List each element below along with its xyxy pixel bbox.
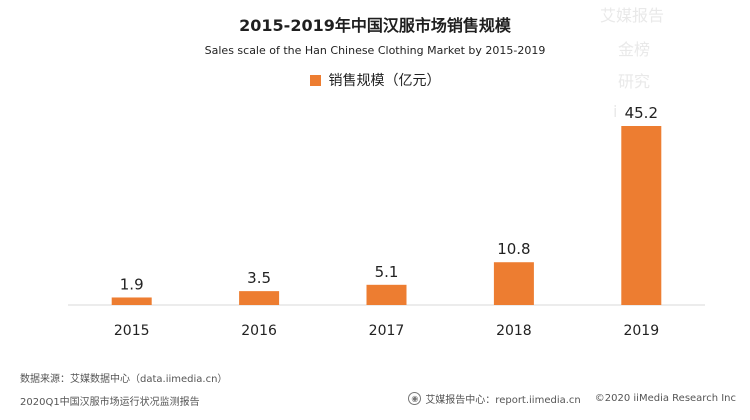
report-name: 2020Q1中国汉服市场运行状况监测报告	[20, 397, 200, 408]
copyright: ©2020 iiMedia Research Inc	[594, 393, 736, 404]
x-tick-2015: 2015	[114, 323, 150, 339]
chart-title: 2015-2019年中国汉服市场销售规模	[239, 16, 511, 35]
report-center-icon: ◉	[408, 392, 422, 405]
watermark-line-1: 艾媒报告	[600, 6, 665, 25]
x-tick-2018: 2018	[496, 323, 532, 339]
data-label-2019: 45.2	[625, 104, 658, 122]
legend-swatch	[309, 75, 321, 86]
x-tick-2016: 2016	[241, 323, 277, 339]
chart-subtitle: Sales scale of the Han Chinese Clothing …	[204, 44, 546, 57]
data-label-2018: 10.8	[497, 240, 530, 258]
data-label-2015: 1.9	[120, 275, 144, 293]
bar-chart: 1.9 2015 3.5 2016 5.1 2017 10.8 2018 45.2 2019	[68, 104, 705, 339]
x-tick-2017: 2017	[369, 323, 405, 339]
chart-legend: 销售规模（亿元）	[0, 70, 750, 90]
report-center-link[interactable]: 艾媒报告中心：report.iimedia.cn	[425, 395, 581, 406]
legend-label: 销售规模（亿元）	[328, 73, 441, 89]
bar-2016	[239, 291, 280, 305]
bar-2018	[493, 262, 534, 305]
data-source-note: 数据来源：艾媒数据中心（data.iimedia.cn）	[20, 374, 228, 385]
data-label-2016: 3.5	[247, 269, 271, 287]
data-label-2017: 5.1	[375, 263, 399, 281]
bar-2017	[366, 284, 407, 305]
watermark-line-3: 研究	[618, 72, 651, 91]
bar-2019	[621, 126, 662, 305]
bar-2015	[111, 297, 152, 305]
watermark-line-2: 金榜	[618, 40, 651, 59]
footer-right: ◉ 艾媒报告中心：report.iimedia.cn ©2020 iiMedia…	[408, 391, 736, 406]
x-tick-2019: 2019	[623, 323, 659, 339]
watermark-line-4: i	[613, 102, 618, 121]
